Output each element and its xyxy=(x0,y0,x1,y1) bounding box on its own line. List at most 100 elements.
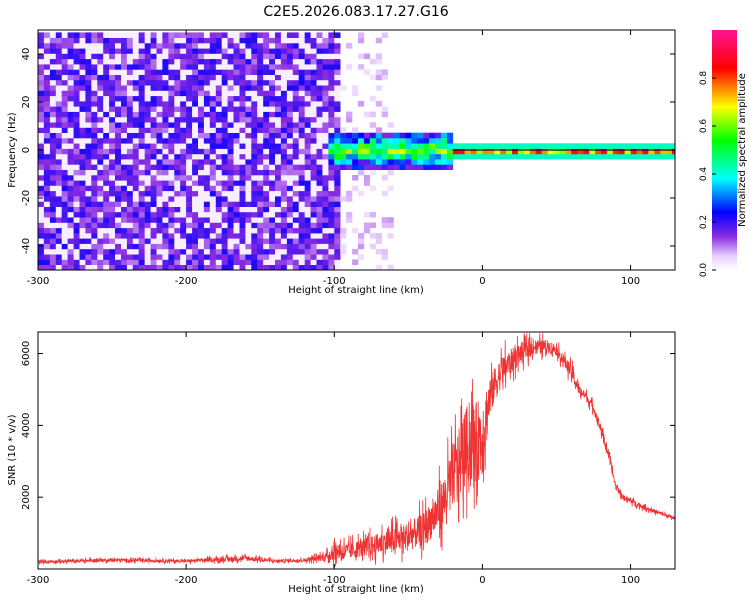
heatmap-cell xyxy=(168,159,175,165)
heatmap-cell xyxy=(109,116,116,123)
heatmap-cell xyxy=(322,32,329,38)
heatmap-cell xyxy=(452,153,459,160)
heatmap-cell xyxy=(91,264,98,271)
heatmap-cell xyxy=(43,222,51,229)
heatmap-cell xyxy=(340,243,347,250)
heatmap-cell xyxy=(126,180,134,186)
heatmap-cell xyxy=(227,227,234,234)
heatmap-cell xyxy=(269,185,276,192)
heatmap-cell xyxy=(316,101,323,107)
heatmap-cell xyxy=(43,238,51,244)
heatmap-cell xyxy=(221,222,228,229)
heatmap-cell xyxy=(115,169,122,176)
heatmap-cell xyxy=(156,196,163,202)
heatmap-cell xyxy=(435,159,442,165)
heatmap-cell xyxy=(358,101,365,107)
heatmap-cell xyxy=(227,175,234,181)
heatmap-cell xyxy=(369,233,376,239)
heatmap-cell xyxy=(67,53,74,60)
heatmap-cell xyxy=(49,95,57,102)
heatmap-cell xyxy=(304,238,311,244)
heatmap-cell xyxy=(275,95,282,102)
heatmap-cell xyxy=(654,153,661,160)
heatmap-cell xyxy=(38,254,45,260)
heatmap-cell xyxy=(340,227,347,234)
heatmap-cell xyxy=(180,243,187,250)
heatmap-cell xyxy=(162,164,169,170)
heatmap-cell xyxy=(275,32,282,38)
heatmap-cell xyxy=(280,227,288,234)
heatmap-cell xyxy=(251,53,258,60)
heatmap-cell xyxy=(600,143,608,149)
heatmap-cell xyxy=(180,43,187,49)
heatmap-cell xyxy=(144,127,151,133)
heatmap-cell xyxy=(121,217,128,223)
heatmap-cell xyxy=(109,222,116,229)
heatmap-cell xyxy=(269,159,276,165)
heatmap-cell xyxy=(115,37,122,44)
heatmap-cell xyxy=(150,101,157,107)
heatmap-cell xyxy=(334,206,341,213)
heatmap-cell xyxy=(138,175,145,181)
heatmap-cell xyxy=(156,248,163,255)
heatmap-cell xyxy=(310,90,317,97)
heatmap-cell xyxy=(286,58,294,65)
heatmap-cell xyxy=(192,43,199,49)
heatmap-cell xyxy=(121,180,128,186)
heatmap-cell xyxy=(115,185,122,192)
heatmap-cell xyxy=(192,254,199,260)
x-tick-label: -300 xyxy=(27,276,50,287)
heatmap-cell xyxy=(49,190,57,197)
heatmap-cell xyxy=(316,37,323,44)
heatmap-cell xyxy=(257,116,264,123)
heatmap-cell xyxy=(186,106,193,112)
heatmap-cell xyxy=(375,143,382,149)
heatmap-cell xyxy=(138,32,145,38)
heatmap-cell xyxy=(316,164,323,170)
heatmap-cell xyxy=(192,122,199,128)
heatmap-cell xyxy=(162,116,169,123)
heatmap-cell xyxy=(239,37,246,44)
heatmap-cell xyxy=(423,148,430,155)
heatmap-cell xyxy=(269,122,276,128)
heatmap-cell xyxy=(85,233,92,239)
heatmap-cell xyxy=(79,233,86,239)
heatmap-cell xyxy=(251,185,258,192)
heatmap-cell xyxy=(334,201,341,207)
heatmap-cell xyxy=(132,138,139,144)
heatmap-cell xyxy=(73,180,80,186)
heatmap-cell xyxy=(298,58,305,65)
heatmap-cell xyxy=(251,264,258,271)
heatmap-cell xyxy=(263,101,270,107)
heatmap-cell xyxy=(221,211,228,218)
heatmap-cell xyxy=(583,143,590,149)
heatmap-cell xyxy=(138,148,145,155)
heatmap-cell xyxy=(352,143,359,149)
heatmap-cell xyxy=(209,85,216,91)
heatmap-cell xyxy=(529,148,536,155)
heatmap-cell xyxy=(103,227,110,234)
heatmap-cell xyxy=(103,190,110,197)
heatmap-cell xyxy=(85,143,92,149)
heatmap-cell xyxy=(138,64,145,70)
heatmap-cell xyxy=(43,217,51,223)
heatmap-cell xyxy=(121,248,128,255)
heatmap-cell xyxy=(257,111,264,118)
heatmap-cell xyxy=(97,185,104,192)
heatmap-cell xyxy=(257,85,264,91)
heatmap-cell xyxy=(79,264,86,271)
heatmap-cell xyxy=(263,79,270,86)
heatmap-cell xyxy=(85,201,92,207)
heatmap-cell xyxy=(304,169,311,176)
heatmap-cell xyxy=(132,238,139,244)
heatmap-cell xyxy=(180,58,187,65)
heatmap-cell xyxy=(138,264,145,271)
heatmap-cell xyxy=(446,132,454,139)
heatmap-cell xyxy=(156,175,163,181)
heatmap-cell xyxy=(298,122,305,128)
heatmap-cell xyxy=(405,148,412,155)
heatmap-cell xyxy=(168,106,175,112)
heatmap-cell xyxy=(263,69,270,75)
heatmap-cell xyxy=(180,248,187,255)
